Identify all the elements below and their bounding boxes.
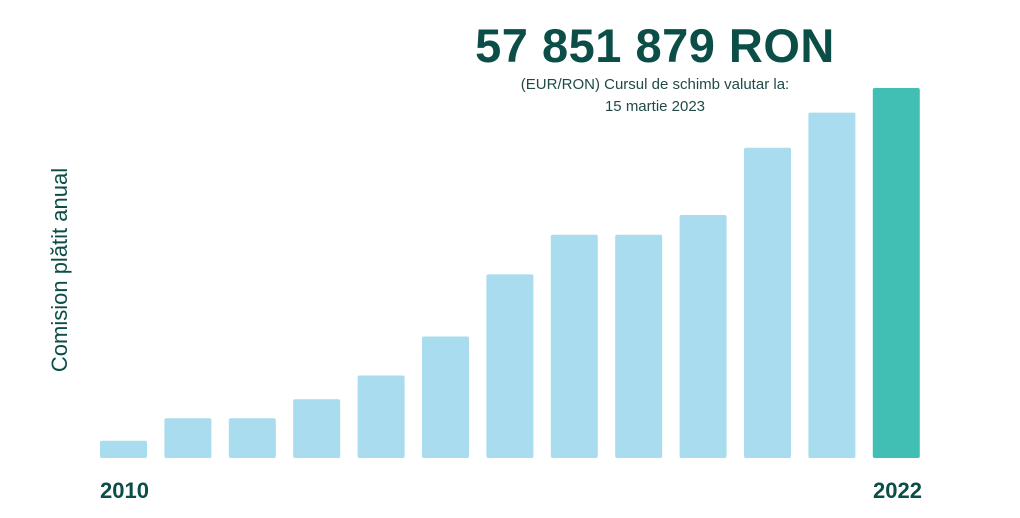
chart-subtitle-line-1: (EUR/RON) Cursul de schimb valutar la:: [520, 76, 790, 93]
bar-2014: [357, 375, 405, 458]
chart-title: 57 851 879 RON: [475, 19, 835, 72]
bar-2015: [422, 336, 469, 458]
bar-2017: [550, 234, 598, 458]
bar-2016: [486, 274, 534, 458]
bar-2013: [293, 399, 341, 458]
bar-2011: [164, 418, 212, 458]
bar-2020: [744, 147, 791, 459]
x-tick-label-last: 2022: [873, 478, 922, 503]
bar-2021: [808, 112, 856, 458]
chart-subtitle-line-2: 15 martie 2023: [604, 98, 706, 115]
bar-2012: [228, 418, 276, 458]
bar-2010: [100, 440, 147, 458]
x-tick-label-first: 2010: [100, 478, 149, 503]
bar-2019: [679, 215, 727, 458]
bar-2022: [872, 88, 920, 458]
bar-2018: [615, 234, 663, 458]
